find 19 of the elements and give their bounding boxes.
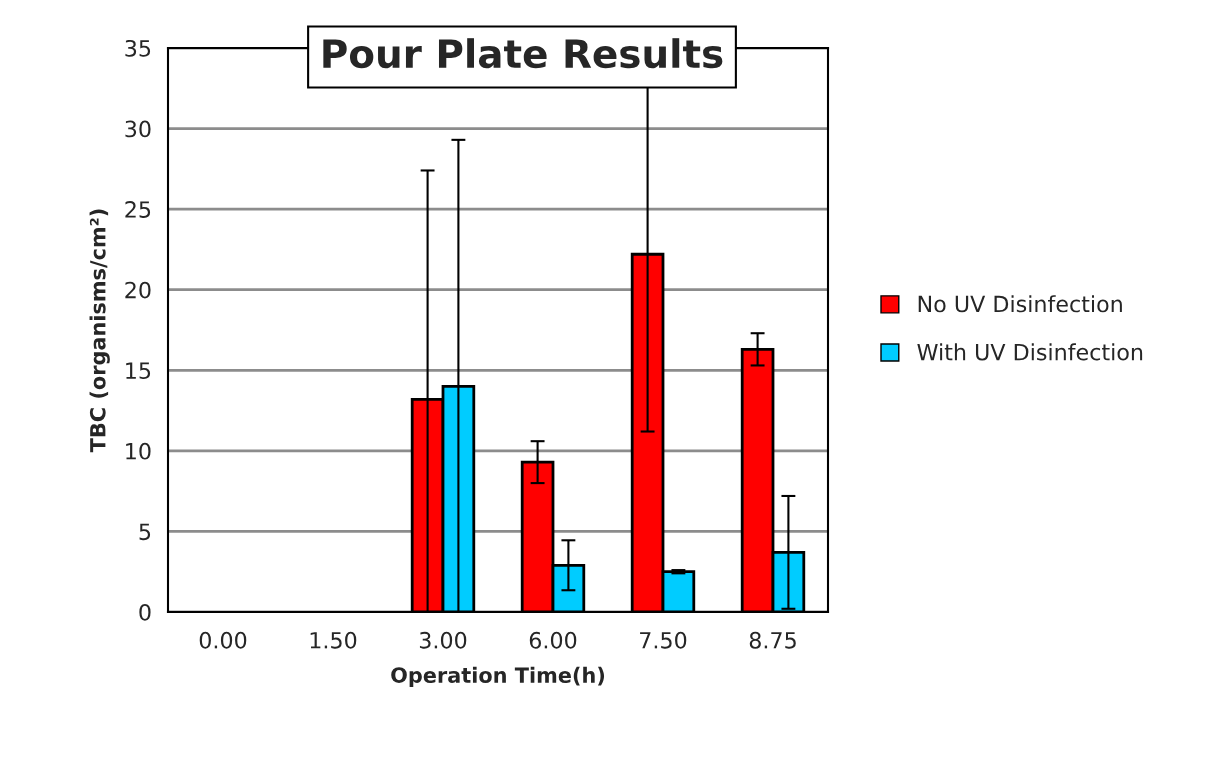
- y-tick-label: 0: [139, 603, 151, 621]
- x-axis-title: Operation Time(h): [391, 666, 605, 687]
- x-tick-label: 7.50: [640, 631, 687, 649]
- x-tick-label: 8.75: [749, 631, 796, 649]
- legend-label: No UV Disinfection: [918, 295, 1122, 313]
- x-tick-label: 3.00: [419, 631, 467, 649]
- y-tick-label: 10: [126, 442, 151, 460]
- y-tick-label: 15: [126, 362, 151, 380]
- y-axis-title: TBC (organisms/cm²): [89, 209, 110, 453]
- y-tick-label: 20: [125, 281, 151, 299]
- y-tick-label: 5: [139, 523, 151, 541]
- y-tick-label: 25: [125, 201, 151, 218]
- x-tick-label: 6.00: [529, 631, 577, 649]
- y-tick-label: 35: [125, 39, 151, 57]
- x-tick-label: 0.00: [199, 631, 247, 649]
- chart-title: Pour Plate Results: [323, 38, 723, 69]
- legend-label: With UV Disinfection: [917, 343, 1143, 361]
- x-tick-label: 1.50: [310, 631, 357, 649]
- y-tick-label: 30: [125, 120, 151, 138]
